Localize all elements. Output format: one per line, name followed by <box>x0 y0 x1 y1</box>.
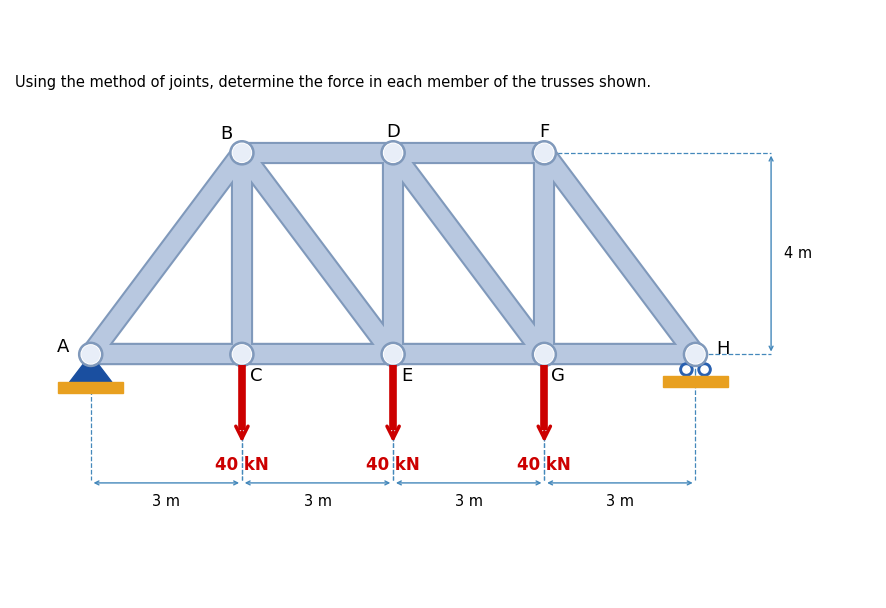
Polygon shape <box>69 354 112 382</box>
Circle shape <box>381 342 405 367</box>
Text: 40 kN: 40 kN <box>214 456 268 474</box>
Text: 3 m: 3 m <box>303 494 331 509</box>
Circle shape <box>232 143 252 162</box>
Circle shape <box>381 140 405 165</box>
Text: C: C <box>250 367 262 385</box>
Bar <box>58 382 123 393</box>
Circle shape <box>682 342 707 367</box>
Text: B: B <box>221 125 233 143</box>
Text: 40 kN: 40 kN <box>517 456 571 474</box>
Text: 4 m: 4 m <box>783 246 811 261</box>
Circle shape <box>532 342 556 367</box>
Text: E: E <box>401 367 412 385</box>
Circle shape <box>385 144 401 161</box>
Circle shape <box>534 345 553 364</box>
Circle shape <box>233 144 250 161</box>
Circle shape <box>385 346 401 363</box>
Circle shape <box>682 366 689 373</box>
Text: H: H <box>716 340 729 358</box>
Circle shape <box>535 144 552 161</box>
Circle shape <box>697 363 711 376</box>
Text: G: G <box>551 367 564 385</box>
Text: A: A <box>57 338 69 356</box>
Circle shape <box>232 345 252 364</box>
Text: 3 m: 3 m <box>605 494 633 509</box>
Circle shape <box>383 143 402 162</box>
Circle shape <box>229 342 253 367</box>
Circle shape <box>383 345 402 364</box>
Circle shape <box>81 345 100 364</box>
Circle shape <box>233 346 250 363</box>
Text: Using the method of joints, determine the force in each member of the trusses sh: Using the method of joints, determine th… <box>15 75 650 90</box>
Text: 3 m: 3 m <box>152 494 180 509</box>
Text: 40 kN: 40 kN <box>366 456 419 474</box>
Text: D: D <box>385 123 400 140</box>
Circle shape <box>532 140 556 165</box>
Circle shape <box>82 346 99 363</box>
Circle shape <box>685 345 704 364</box>
Circle shape <box>700 366 707 373</box>
Circle shape <box>535 346 552 363</box>
Circle shape <box>229 140 253 165</box>
Text: F: F <box>539 123 548 140</box>
Circle shape <box>534 143 553 162</box>
Circle shape <box>679 363 692 376</box>
Circle shape <box>686 346 703 363</box>
Bar <box>662 376 727 387</box>
Text: 3 m: 3 m <box>455 494 482 509</box>
Circle shape <box>79 342 103 367</box>
